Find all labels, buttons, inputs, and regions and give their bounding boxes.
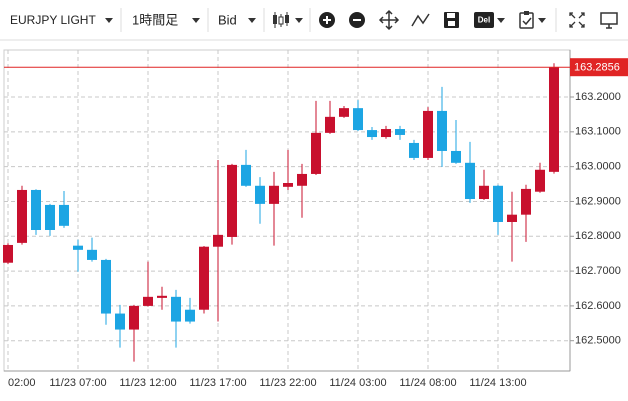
x-tick-label: 11/23 22:00 — [259, 377, 316, 389]
candle-body — [549, 67, 559, 172]
save-button[interactable] — [444, 12, 459, 28]
candle-body — [269, 185, 279, 204]
candle-body — [255, 185, 265, 204]
candle-body — [73, 245, 83, 250]
y-tick-label: 162.5000 — [575, 335, 621, 347]
candle-body — [297, 173, 307, 186]
last-price-label: 163.2856 — [574, 62, 620, 74]
y-tick-label: 163.1000 — [575, 126, 621, 138]
caret — [105, 18, 113, 23]
candle-body — [59, 204, 69, 226]
candle-body — [493, 185, 503, 222]
chart-type-button[interactable] — [273, 12, 303, 28]
candle-body — [339, 108, 349, 117]
trendline-button[interactable] — [411, 13, 430, 27]
candle-body — [3, 244, 13, 263]
move-button[interactable] — [378, 9, 400, 31]
y-tick-label: 162.6000 — [575, 300, 621, 312]
candle-body — [157, 295, 167, 298]
price-type-select[interactable]: Bid — [218, 12, 237, 27]
candle-body — [311, 132, 321, 174]
candle-body — [87, 249, 97, 260]
timeframe-select[interactable]: 1時間足 — [132, 12, 178, 27]
toolbar-bg — [0, 0, 628, 40]
x-tick-label: 11/23 17:00 — [189, 377, 246, 389]
caret — [248, 18, 256, 23]
y-tick-label: 162.9000 — [575, 195, 621, 207]
y-tick-label: 163.0000 — [575, 161, 621, 173]
fullscreen-button[interactable] — [569, 12, 585, 28]
candle-body — [325, 116, 335, 133]
candle-body — [31, 189, 41, 230]
candle-body — [353, 108, 363, 131]
x-tick-label: 11/23 07:00 — [49, 377, 106, 389]
candle-body — [409, 142, 419, 158]
candle-body — [381, 129, 391, 138]
candle-body — [45, 204, 55, 230]
y-tick-label: 162.8000 — [575, 230, 621, 242]
x-tick-label: 11/24 03:00 — [329, 377, 386, 389]
candle-body — [423, 110, 433, 158]
last-price-box — [570, 58, 628, 77]
delete-label: Del — [478, 16, 490, 25]
candle-body — [227, 164, 237, 237]
candle-body — [479, 185, 489, 200]
candle-body — [199, 246, 209, 310]
candle-body — [143, 296, 153, 306]
candle-body — [367, 130, 377, 138]
display-button[interactable] — [600, 12, 618, 29]
y-tick-label: 162.7000 — [575, 265, 621, 277]
x-tick-label: 11/24 13:00 — [469, 377, 526, 389]
candle-body — [241, 164, 251, 186]
y-tick-label: 163.2000 — [575, 91, 621, 103]
x-tick-label: 11/23 12:00 — [119, 377, 176, 389]
candle-body — [535, 169, 545, 192]
symbol-select[interactable]: EURJPY LIGHT — [10, 13, 96, 27]
candle-body — [507, 214, 517, 222]
zoom-out-button[interactable] — [349, 12, 365, 28]
toolbar: EURJPY LIGHT 1時間足 Bid Del — [0, 0, 628, 41]
candle-body — [213, 234, 223, 247]
clipboard-button[interactable] — [519, 11, 546, 29]
candle-body — [185, 309, 195, 322]
candle-body — [115, 313, 125, 330]
candle-body — [465, 162, 475, 200]
x-tick-label: 02:00 — [8, 377, 36, 389]
plot — [3, 50, 570, 371]
x-tick-label: 11/24 08:00 — [399, 377, 456, 389]
candle-body — [171, 296, 181, 322]
candle-body — [129, 305, 139, 330]
candle-body — [521, 188, 531, 215]
delete-button[interactable]: Del — [474, 12, 505, 28]
candle-body — [283, 182, 293, 187]
candle-body — [437, 110, 447, 151]
zoom-in-button[interactable] — [319, 12, 335, 28]
candle-body — [17, 189, 27, 243]
candle-body — [395, 129, 405, 135]
candle-body — [101, 259, 111, 314]
caret — [192, 18, 200, 23]
candle-body — [451, 150, 461, 163]
